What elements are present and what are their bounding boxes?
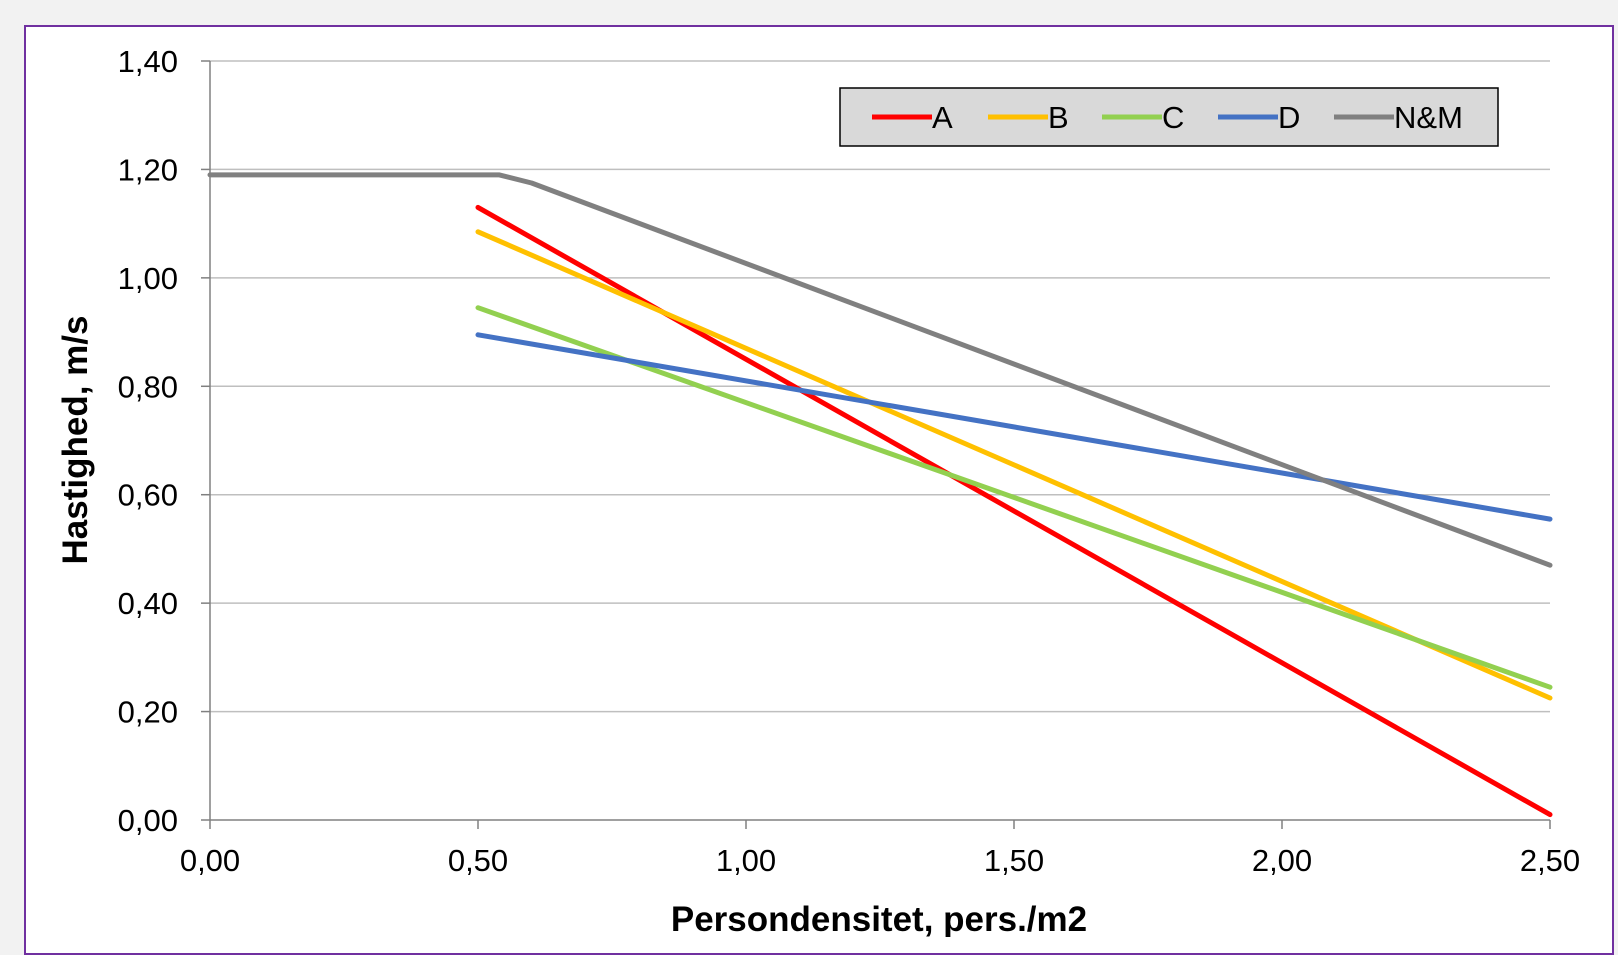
x-tick-label: 1,50: [984, 843, 1044, 878]
series-line-d: [475, 332, 1553, 522]
y-tick-label: 0,40: [118, 586, 178, 621]
x-tick-label: 0,50: [448, 843, 508, 878]
series-line-a: [475, 204, 1553, 818]
y-tick-label: 0,60: [118, 478, 178, 513]
series-line-c: [475, 305, 1553, 690]
axes: [201, 60, 1551, 829]
legend-label: C: [1162, 100, 1184, 135]
legend: A B C D N&M: [839, 87, 1499, 147]
x-tick-label: 2,50: [1520, 843, 1580, 878]
y-tick-label: 1,40: [118, 44, 178, 79]
y-tick-label: 1,00: [118, 261, 178, 296]
x-axis-title: Persondensitet, pers./m2: [671, 900, 1087, 937]
x-tick-label: 1,00: [716, 843, 776, 878]
x-tick-label: 2,00: [1252, 843, 1312, 878]
series-line-b: [475, 229, 1553, 701]
y-tick-label: 0,80: [118, 369, 178, 404]
x-tick-label: 0,00: [180, 843, 240, 878]
tick-labels: 0,00 0,20 0,40 0,60 0,80 1,00 1,20 1,40 0,00 0,50…: [118, 44, 1581, 878]
series-lines: [207, 172, 1553, 818]
legend-label: D: [1278, 100, 1300, 135]
legend-label: B: [1048, 100, 1069, 135]
y-tick-label: 0,00: [118, 803, 178, 838]
y-tick-label: 0,20: [118, 695, 178, 730]
y-axis-title: Hastighed, m/s: [56, 316, 95, 565]
legend-label: N&M: [1394, 100, 1463, 135]
y-tick-label: 1,20: [118, 152, 178, 187]
legend-label: A: [932, 100, 953, 135]
series-line-n-m: [207, 172, 1553, 568]
